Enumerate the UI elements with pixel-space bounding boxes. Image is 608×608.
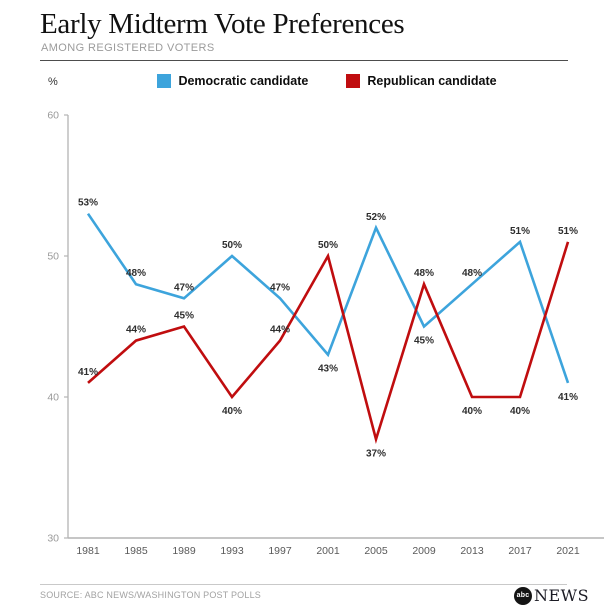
republican-data-label: 40% [462,406,482,417]
y-axis-unit-label: % [48,76,58,88]
y-tick-label: 50 [47,251,59,263]
x-tick-label: 1985 [124,545,148,557]
democratic-data-label: 48% [126,268,146,279]
democratic-data-label: 41% [558,392,578,403]
republican-data-label: 44% [270,325,290,336]
democratic-color-swatch [157,74,172,88]
abc-news-logo: abc NEWS [514,586,589,605]
x-tick-label: 1981 [76,545,100,557]
x-tick-label: 2001 [316,545,340,557]
republican-data-label: 40% [222,406,242,417]
abc-logo-wordmark: NEWS [534,586,590,605]
democratic-data-label: 51% [510,226,530,237]
democratic-data-label: 47% [270,282,290,293]
republican-data-label: 51% [558,226,578,237]
democratic-data-label: 50% [222,240,242,251]
x-tick-label: 2017 [508,545,532,557]
republican-data-label: 37% [366,448,386,459]
header-divider [40,60,568,61]
legend-label-republican: Republican candidate [367,74,497,88]
y-tick-label: 30 [47,533,59,545]
line-chart: 60 50 40 30 1981 1985 1989 1993 1997 2001 2005 2009… [47,110,604,557]
legend-label-democratic: Democratic candidate [178,74,309,88]
democratic-data-label: 45% [414,336,434,347]
y-tick-label: 40 [47,392,59,404]
republican-line [87,241,570,445]
x-tick-label: 2009 [412,545,436,557]
y-tick-label: 60 [47,110,59,122]
x-tick-label: 2021 [556,545,580,557]
democratic-data-label: 47% [174,282,194,293]
democratic-data-label: 53% [78,198,98,209]
democratic-line [86,212,570,384]
legend-item-republican: Republican candidate [346,74,497,88]
democratic-data-label: 43% [318,364,338,375]
democratic-data-label: 52% [366,212,386,223]
x-tick-label: 2013 [460,545,484,557]
x-tick-label: 1989 [172,545,196,557]
abc-logo-circle-icon: abc [514,586,532,605]
republican-color-swatch [346,74,361,88]
legend-item-democratic: Democratic candidate [157,74,308,88]
republican-data-label: 41% [78,367,98,378]
republican-data-label: 48% [414,268,434,279]
x-tick-label: 1997 [268,545,292,557]
x-tick-label: 1993 [220,545,244,557]
republican-data-label: 44% [126,325,146,336]
page-subtitle: AMONG REGISTERED VOTERS [41,42,215,54]
source-text: SOURCE: ABC NEWS/WASHINGTON POST POLLS [40,590,261,600]
republican-data-label: 40% [510,406,530,417]
chart-legend: Democratic candidate Republican candidat… [0,74,608,88]
x-tick-label: 2005 [364,545,388,557]
republican-data-label: 45% [174,311,194,322]
footer-divider [40,584,567,585]
page-title: Early Midterm Vote Preferences [40,8,405,40]
republican-data-label: 50% [318,240,338,251]
democratic-data-label: 48% [462,268,482,279]
